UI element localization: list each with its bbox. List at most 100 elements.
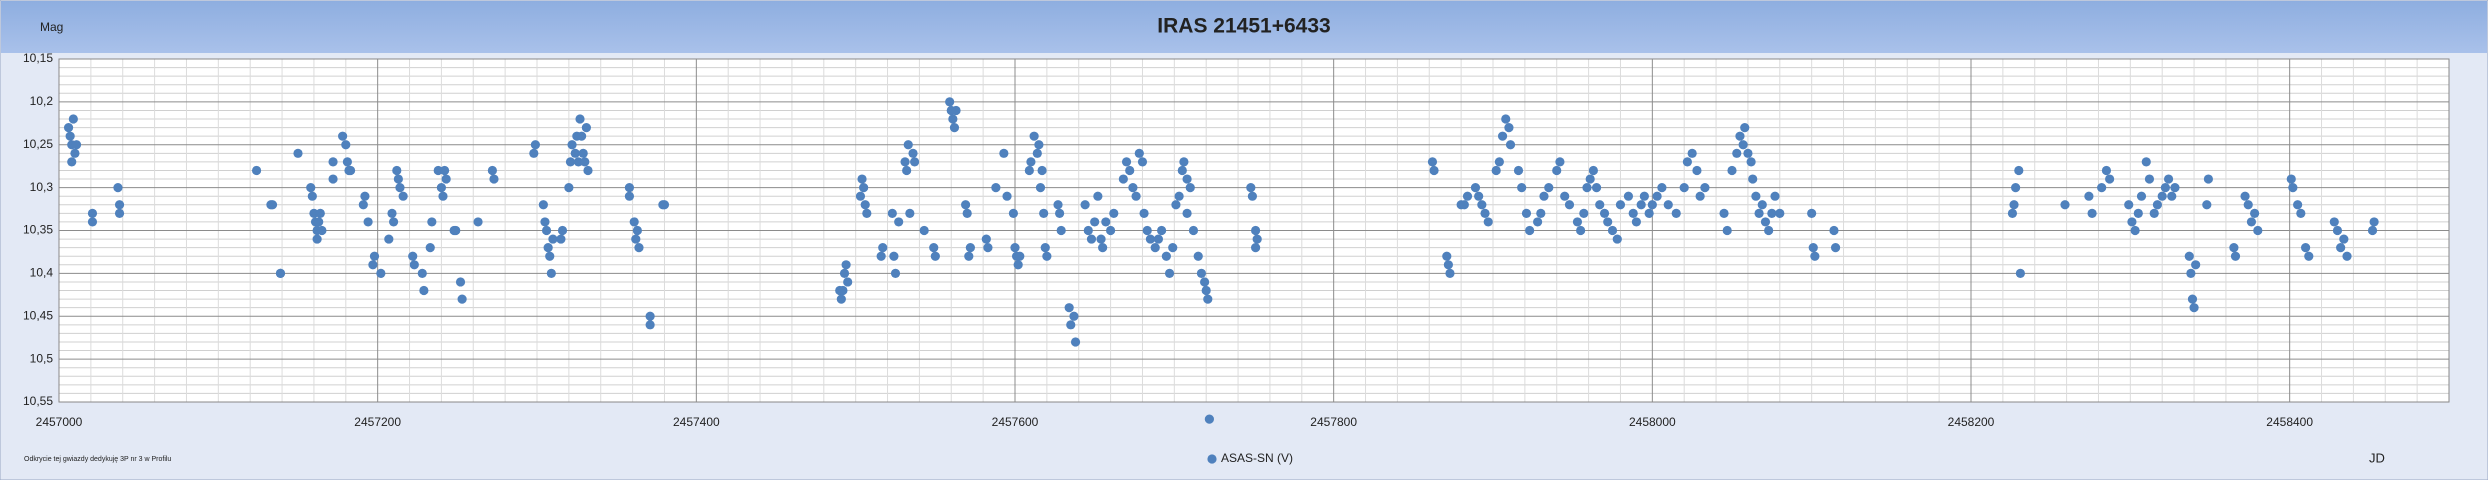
data-point xyxy=(929,243,939,253)
data-point xyxy=(1483,217,1493,227)
data-point xyxy=(1250,225,1261,236)
data-point xyxy=(63,123,74,133)
chart-title: IRAS 21451+6433 xyxy=(1157,15,1330,38)
data-point xyxy=(251,165,262,176)
data-point xyxy=(398,191,408,201)
data-point xyxy=(2339,234,2349,244)
data-point xyxy=(1137,157,1148,167)
data-point xyxy=(919,225,929,236)
data-point xyxy=(910,157,920,167)
data-point xyxy=(1010,243,1020,253)
data-point xyxy=(315,208,325,218)
data-point xyxy=(2293,200,2303,210)
data-point xyxy=(1026,157,1036,167)
data-point xyxy=(862,208,872,218)
data-point xyxy=(1588,165,1598,176)
data-point xyxy=(275,268,286,278)
data-point xyxy=(567,140,577,150)
data-point xyxy=(1830,243,1841,253)
y-axis-label: Mag xyxy=(40,20,63,34)
data-point xyxy=(2243,200,2253,210)
data-point xyxy=(838,285,848,296)
data-point xyxy=(905,208,915,218)
data-point xyxy=(2152,200,2163,210)
data-point xyxy=(1188,225,1199,236)
data-point xyxy=(2253,225,2263,236)
data-point xyxy=(961,200,971,210)
x-tick-label: 2457200 xyxy=(354,415,401,429)
data-point xyxy=(981,234,991,244)
data-point xyxy=(2130,225,2140,236)
data-point xyxy=(2250,208,2260,218)
data-point xyxy=(565,157,576,167)
data-point xyxy=(1203,294,1213,304)
data-point xyxy=(1055,208,1065,218)
data-point xyxy=(1585,174,1595,184)
data-point xyxy=(1427,157,1438,167)
data-point xyxy=(1719,208,1729,218)
data-point xyxy=(1177,165,1187,176)
data-point xyxy=(1544,183,1554,193)
data-point xyxy=(1657,183,1667,193)
data-point xyxy=(65,131,75,141)
data-point xyxy=(1002,191,1012,201)
data-point xyxy=(2105,174,2115,184)
data-point xyxy=(580,157,590,167)
data-point xyxy=(1125,165,1135,176)
data-point xyxy=(1429,165,1439,176)
data-point xyxy=(387,208,397,218)
data-point xyxy=(2187,294,2198,304)
data-point xyxy=(1808,243,1818,253)
data-point xyxy=(1576,225,1586,236)
data-point xyxy=(2087,208,2097,218)
data-point xyxy=(538,200,548,210)
data-point xyxy=(293,148,303,158)
data-point xyxy=(908,148,918,158)
data-point xyxy=(1623,191,1634,201)
data-point xyxy=(991,183,1001,193)
data-point xyxy=(543,243,553,253)
data-point xyxy=(1722,225,1732,236)
data-point xyxy=(965,243,975,253)
data-point xyxy=(1008,208,1019,218)
data-point xyxy=(328,174,338,184)
data-point xyxy=(2191,260,2201,270)
data-point xyxy=(1182,208,1192,218)
y-tick-label: 10,15 xyxy=(23,51,53,65)
data-point xyxy=(1615,200,1626,210)
plot-border xyxy=(58,58,2450,403)
data-point xyxy=(489,174,499,184)
data-point xyxy=(645,311,655,321)
data-point xyxy=(1164,268,1175,278)
data-point xyxy=(631,234,641,244)
data-point xyxy=(1663,200,1673,210)
data-point xyxy=(1775,208,1785,218)
data-point xyxy=(1252,234,1262,244)
data-point xyxy=(368,260,378,270)
data-point xyxy=(855,191,866,201)
x-axis-label: JD xyxy=(2369,450,2385,465)
x-tick-label: 2457400 xyxy=(673,415,720,429)
data-point xyxy=(1093,191,1103,201)
data-point xyxy=(1035,183,1046,193)
data-point xyxy=(417,268,427,278)
data-point xyxy=(530,140,541,150)
data-point xyxy=(964,251,974,261)
data-point xyxy=(2149,208,2159,218)
data-point xyxy=(2296,208,2306,218)
data-point xyxy=(395,183,405,193)
data-point xyxy=(328,157,338,167)
data-point xyxy=(1069,311,1079,321)
data-point xyxy=(419,285,429,296)
data-point xyxy=(1501,114,1511,124)
data-point xyxy=(2009,200,2019,210)
data-point xyxy=(1029,131,1039,141)
y-tick-label: 10,35 xyxy=(23,223,53,237)
data-point xyxy=(2160,183,2170,193)
data-point xyxy=(529,148,539,158)
data-point xyxy=(1168,243,1178,253)
data-point xyxy=(1053,200,1063,210)
data-point xyxy=(113,183,123,193)
data-point xyxy=(1142,225,1152,236)
data-point xyxy=(473,217,483,227)
